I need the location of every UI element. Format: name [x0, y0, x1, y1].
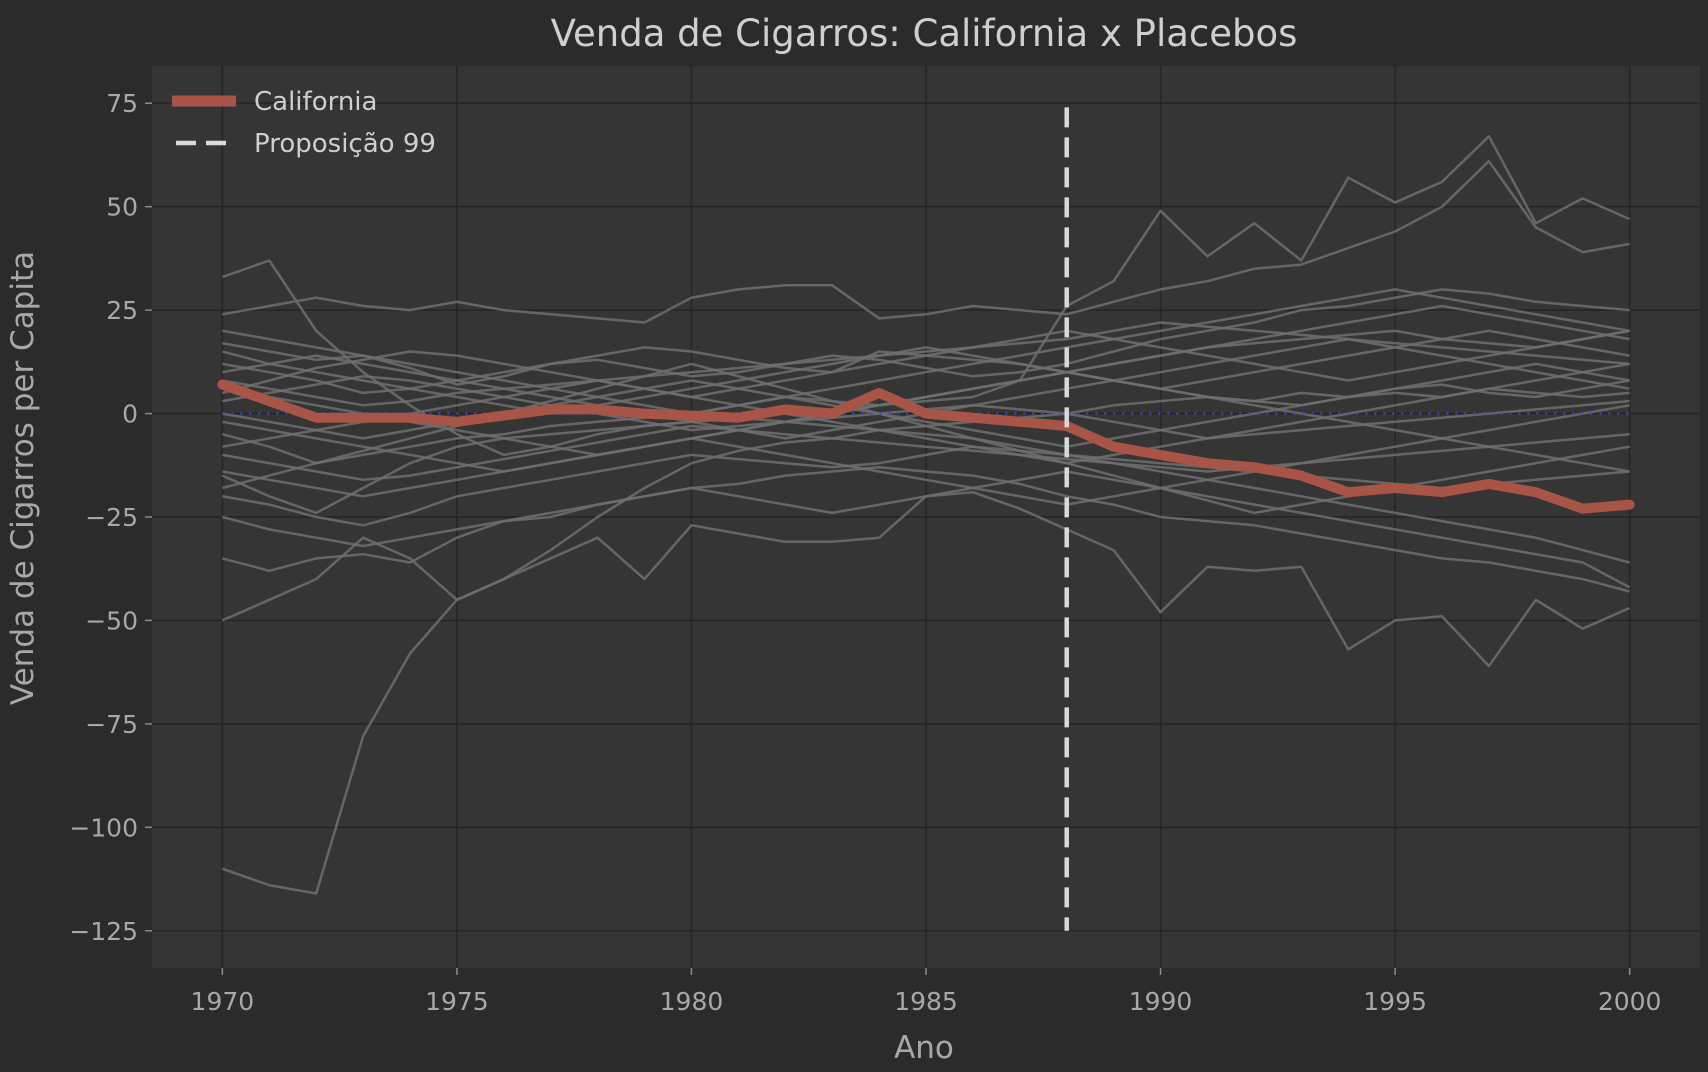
y-tick-label-50: 50 [106, 193, 138, 222]
placebo-line-2 [221, 135, 1631, 457]
y-tick-label--125: −125 [69, 917, 138, 946]
legend: California Proposição 99 [172, 87, 436, 159]
placebo-line-3 [222, 159, 1630, 324]
placebo-line-16 [222, 329, 1630, 399]
legend-label-proposition-99: Proposição 99 [254, 129, 436, 159]
placebo-line-19 [222, 362, 1630, 465]
placebo-line-7 [221, 416, 1630, 564]
x-tick-label-1980: 1980 [660, 987, 724, 1016]
y-tick-label-75: 75 [106, 89, 138, 118]
x-tick-label-1970: 1970 [191, 987, 255, 1016]
placebo-line-24 [222, 370, 1630, 473]
y-tick-label-0: 0 [122, 400, 138, 429]
y-tick-label-25: 25 [106, 296, 138, 325]
chart-title: Venda de Cigarros: California x Placebos [551, 12, 1298, 55]
legend-label-california: California [254, 87, 377, 117]
placebo-line-20 [222, 288, 1630, 415]
x-tick-label-1985: 1985 [894, 987, 958, 1016]
y-tick-label--100: −100 [69, 813, 138, 842]
x-tick-label-1995: 1995 [1363, 987, 1427, 1016]
x-axis-label: Ano [894, 1030, 954, 1066]
y-tick-label--50: −50 [85, 606, 138, 635]
y-axis-label: Venda de Cigarros per Capita [5, 251, 41, 705]
placebo-line-6 [222, 466, 1630, 593]
x-axis-ticks: 1970 1975 1980 1985 1990 1995 2000 [191, 968, 1662, 1016]
series-line-california [217, 379, 1635, 514]
placebo-line-12 [222, 321, 1630, 407]
y-tick-label--75: −75 [85, 710, 138, 739]
y-tick-label--25: −25 [85, 503, 138, 532]
placebo-line-21 [222, 404, 1630, 506]
placebo-line-13 [222, 424, 1630, 482]
x-tick-label-1990: 1990 [1129, 987, 1193, 1016]
x-tick-label-1975: 1975 [425, 987, 489, 1016]
placebo-line-15 [222, 470, 1631, 589]
y-axis-ticks: 75 50 25 0 −25 −50 −75 −100 −125 [69, 89, 152, 946]
x-tick-label-2000: 2000 [1598, 987, 1662, 1016]
